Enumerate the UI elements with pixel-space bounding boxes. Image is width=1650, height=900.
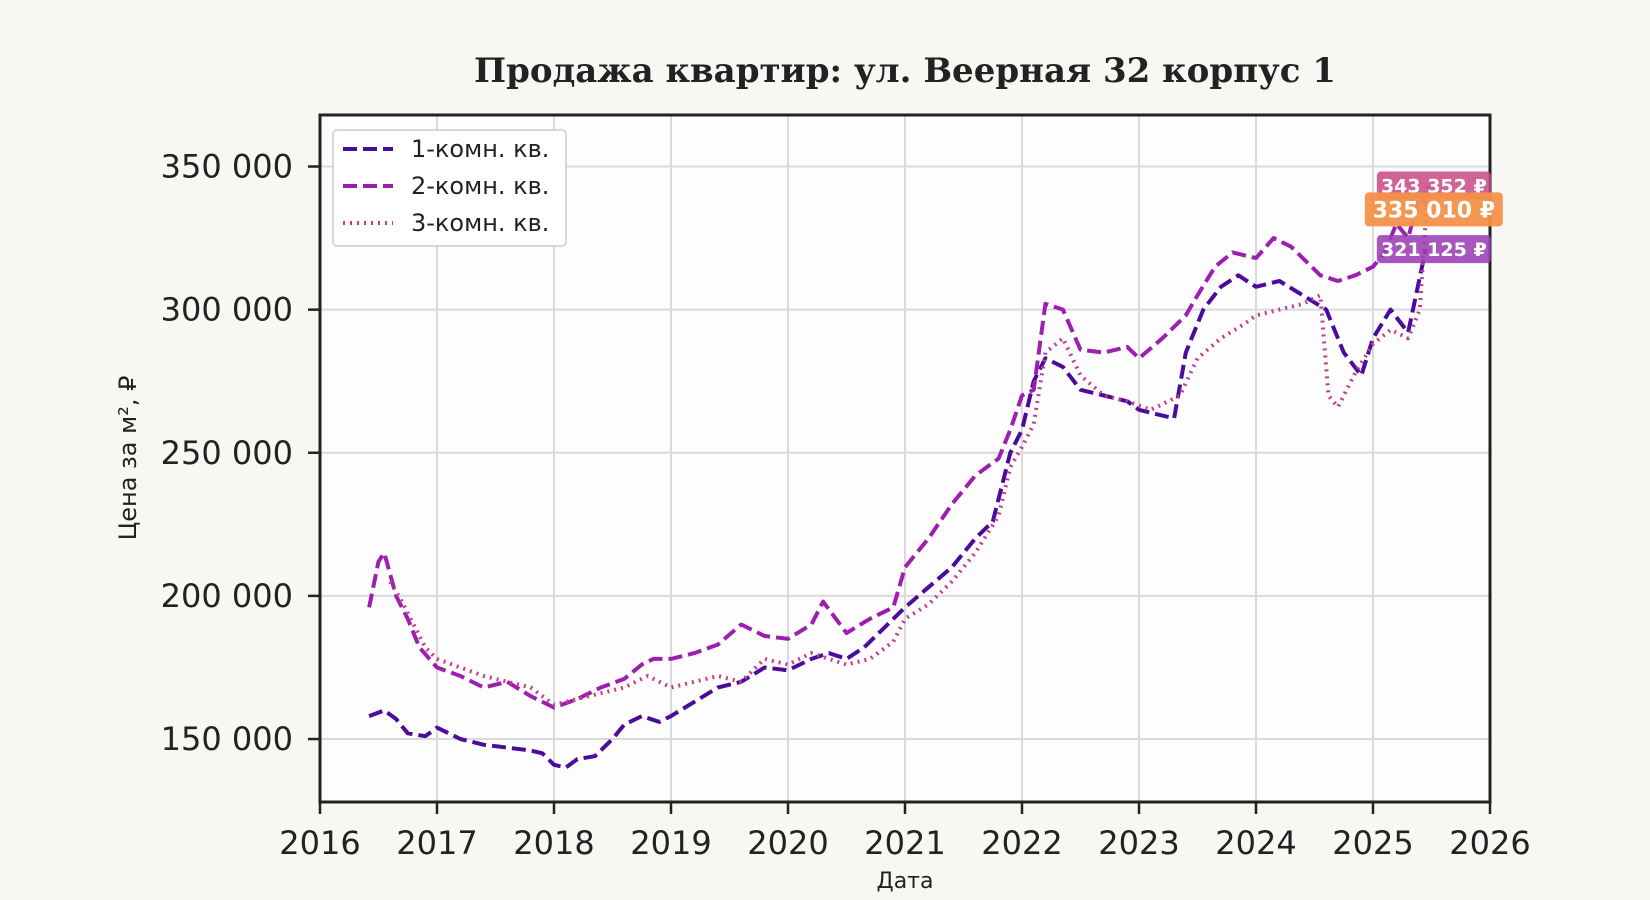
x-tick-label: 2023: [1098, 824, 1179, 862]
x-tick-label: 2025: [1332, 824, 1413, 862]
chart-title: Продажа квартир: ул. Веерная 32 корпус 1: [474, 51, 1336, 91]
end-label-box-3: [1376, 235, 1491, 264]
end-label-text-2: 335 010 ₽: [1373, 198, 1495, 223]
y-tick-label: 150 000: [161, 720, 293, 758]
y-tick-label: 300 000: [161, 291, 293, 329]
end-label-box-2: [1364, 192, 1503, 227]
grid-lines: [319, 115, 1491, 802]
legend: 1-комн. кв. 2-комн. кв. 3-комн. кв.: [332, 129, 567, 247]
series-line-3: [388, 185, 1430, 707]
y-tick-label: 350 000: [161, 148, 293, 186]
legend-label-3: 3-комн. кв.: [411, 209, 549, 237]
series-line-1: [368, 248, 1428, 770]
x-tick-label: 2016: [279, 824, 360, 862]
y-axis-label: Цена за м², ₽: [114, 376, 142, 541]
y-tick-label: 200 000: [161, 577, 293, 615]
axis-ticks: 2016 2017 2018 2019 2020 2021 2022 2023 2024 2025…: [161, 148, 1531, 862]
legend-box: [332, 129, 567, 247]
x-tick-label: 2024: [1215, 824, 1296, 862]
x-tick-label: 2026: [1449, 824, 1530, 862]
x-tick-label: 2022: [981, 824, 1062, 862]
x-tick-label: 2020: [747, 824, 828, 862]
series-layer: [367, 185, 1430, 770]
x-tick-label: 2019: [630, 824, 711, 862]
end-label-text-3: 321 125 ₽: [1381, 239, 1487, 261]
end-label-text-1: 343 352 ₽: [1381, 175, 1487, 197]
x-tick-label: 2021: [864, 824, 945, 862]
end-value-labels: 343 352 ₽335 010 ₽ 321 125 ₽: [1364, 171, 1503, 264]
x-axis-label: Дата: [877, 869, 934, 894]
y-tick-label: 250 000: [161, 434, 293, 472]
legend-label-1: 1-комн. кв.: [411, 135, 549, 163]
legend-label-2: 2-комн. кв.: [411, 172, 549, 200]
x-tick-label: 2017: [396, 824, 477, 862]
series-line-2: [367, 193, 1430, 710]
x-tick-label: 2018: [513, 824, 594, 862]
